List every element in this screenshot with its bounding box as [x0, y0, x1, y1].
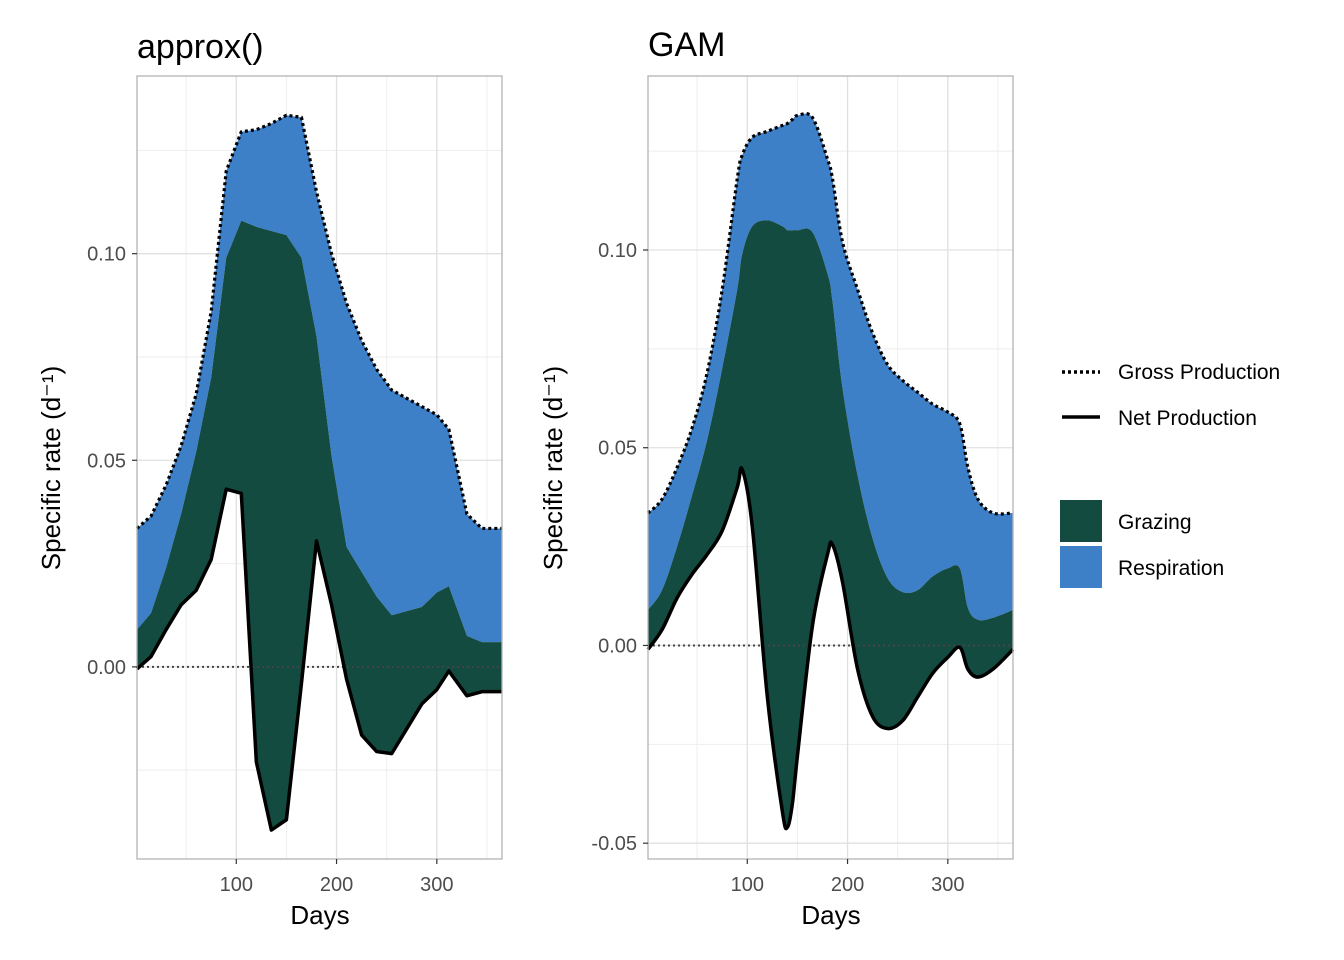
y-tick-label: 0.10 — [598, 240, 637, 262]
x-tick-label: 100 — [220, 874, 253, 896]
x-tick-label: 100 — [731, 874, 764, 896]
legend-key-grazing — [1060, 500, 1102, 542]
legend-key-respiration — [1060, 546, 1102, 588]
panel-gam: GAM Specific rate (d⁻¹) Days 100 200 300 -0… — [538, 26, 1015, 930]
respiration-area — [137, 115, 502, 643]
x-tick-label: 300 — [420, 874, 453, 896]
legend-label-grazing: Grazing — [1118, 511, 1192, 534]
grazing-area — [137, 220, 502, 831]
y-tick-label: 0.05 — [598, 438, 637, 460]
legend-label-gross-production: Gross Production — [1118, 361, 1280, 384]
panel-title: approx() — [137, 28, 264, 66]
x-tick-label: 300 — [931, 874, 964, 896]
x-tick-label: 200 — [320, 874, 353, 896]
grazing-area — [648, 220, 1013, 829]
y-tick-label: -0.05 — [591, 833, 637, 855]
gross-production-line — [646, 112, 1014, 516]
y-tick-label: 0.05 — [87, 450, 126, 472]
panel-title: GAM — [648, 26, 725, 64]
legend-label-respiration: Respiration — [1118, 557, 1224, 580]
respiration-area — [648, 113, 1013, 621]
y-tick-label: 0.10 — [87, 244, 126, 266]
net-production-line — [646, 466, 1015, 831]
y-axis-title: Specific rate (d⁻¹) — [538, 366, 568, 570]
x-tick-label: 200 — [831, 874, 864, 896]
legend: Gross Production Net Production Grazing … — [1060, 361, 1280, 588]
y-tick-label: 0.00 — [87, 657, 126, 679]
legend-label-net-production: Net Production — [1118, 407, 1257, 430]
x-axis-title: Days — [290, 900, 349, 930]
panel-approx: approx() Specific rate (d⁻¹) Days 100 200… — [36, 28, 503, 930]
panel-border — [647, 75, 1014, 860]
net-production-line — [135, 487, 502, 832]
y-tick-label: 0.00 — [598, 635, 637, 657]
panel-border — [136, 75, 503, 860]
x-axis-title: Days — [801, 900, 860, 930]
y-axis-title: Specific rate (d⁻¹) — [36, 366, 66, 570]
